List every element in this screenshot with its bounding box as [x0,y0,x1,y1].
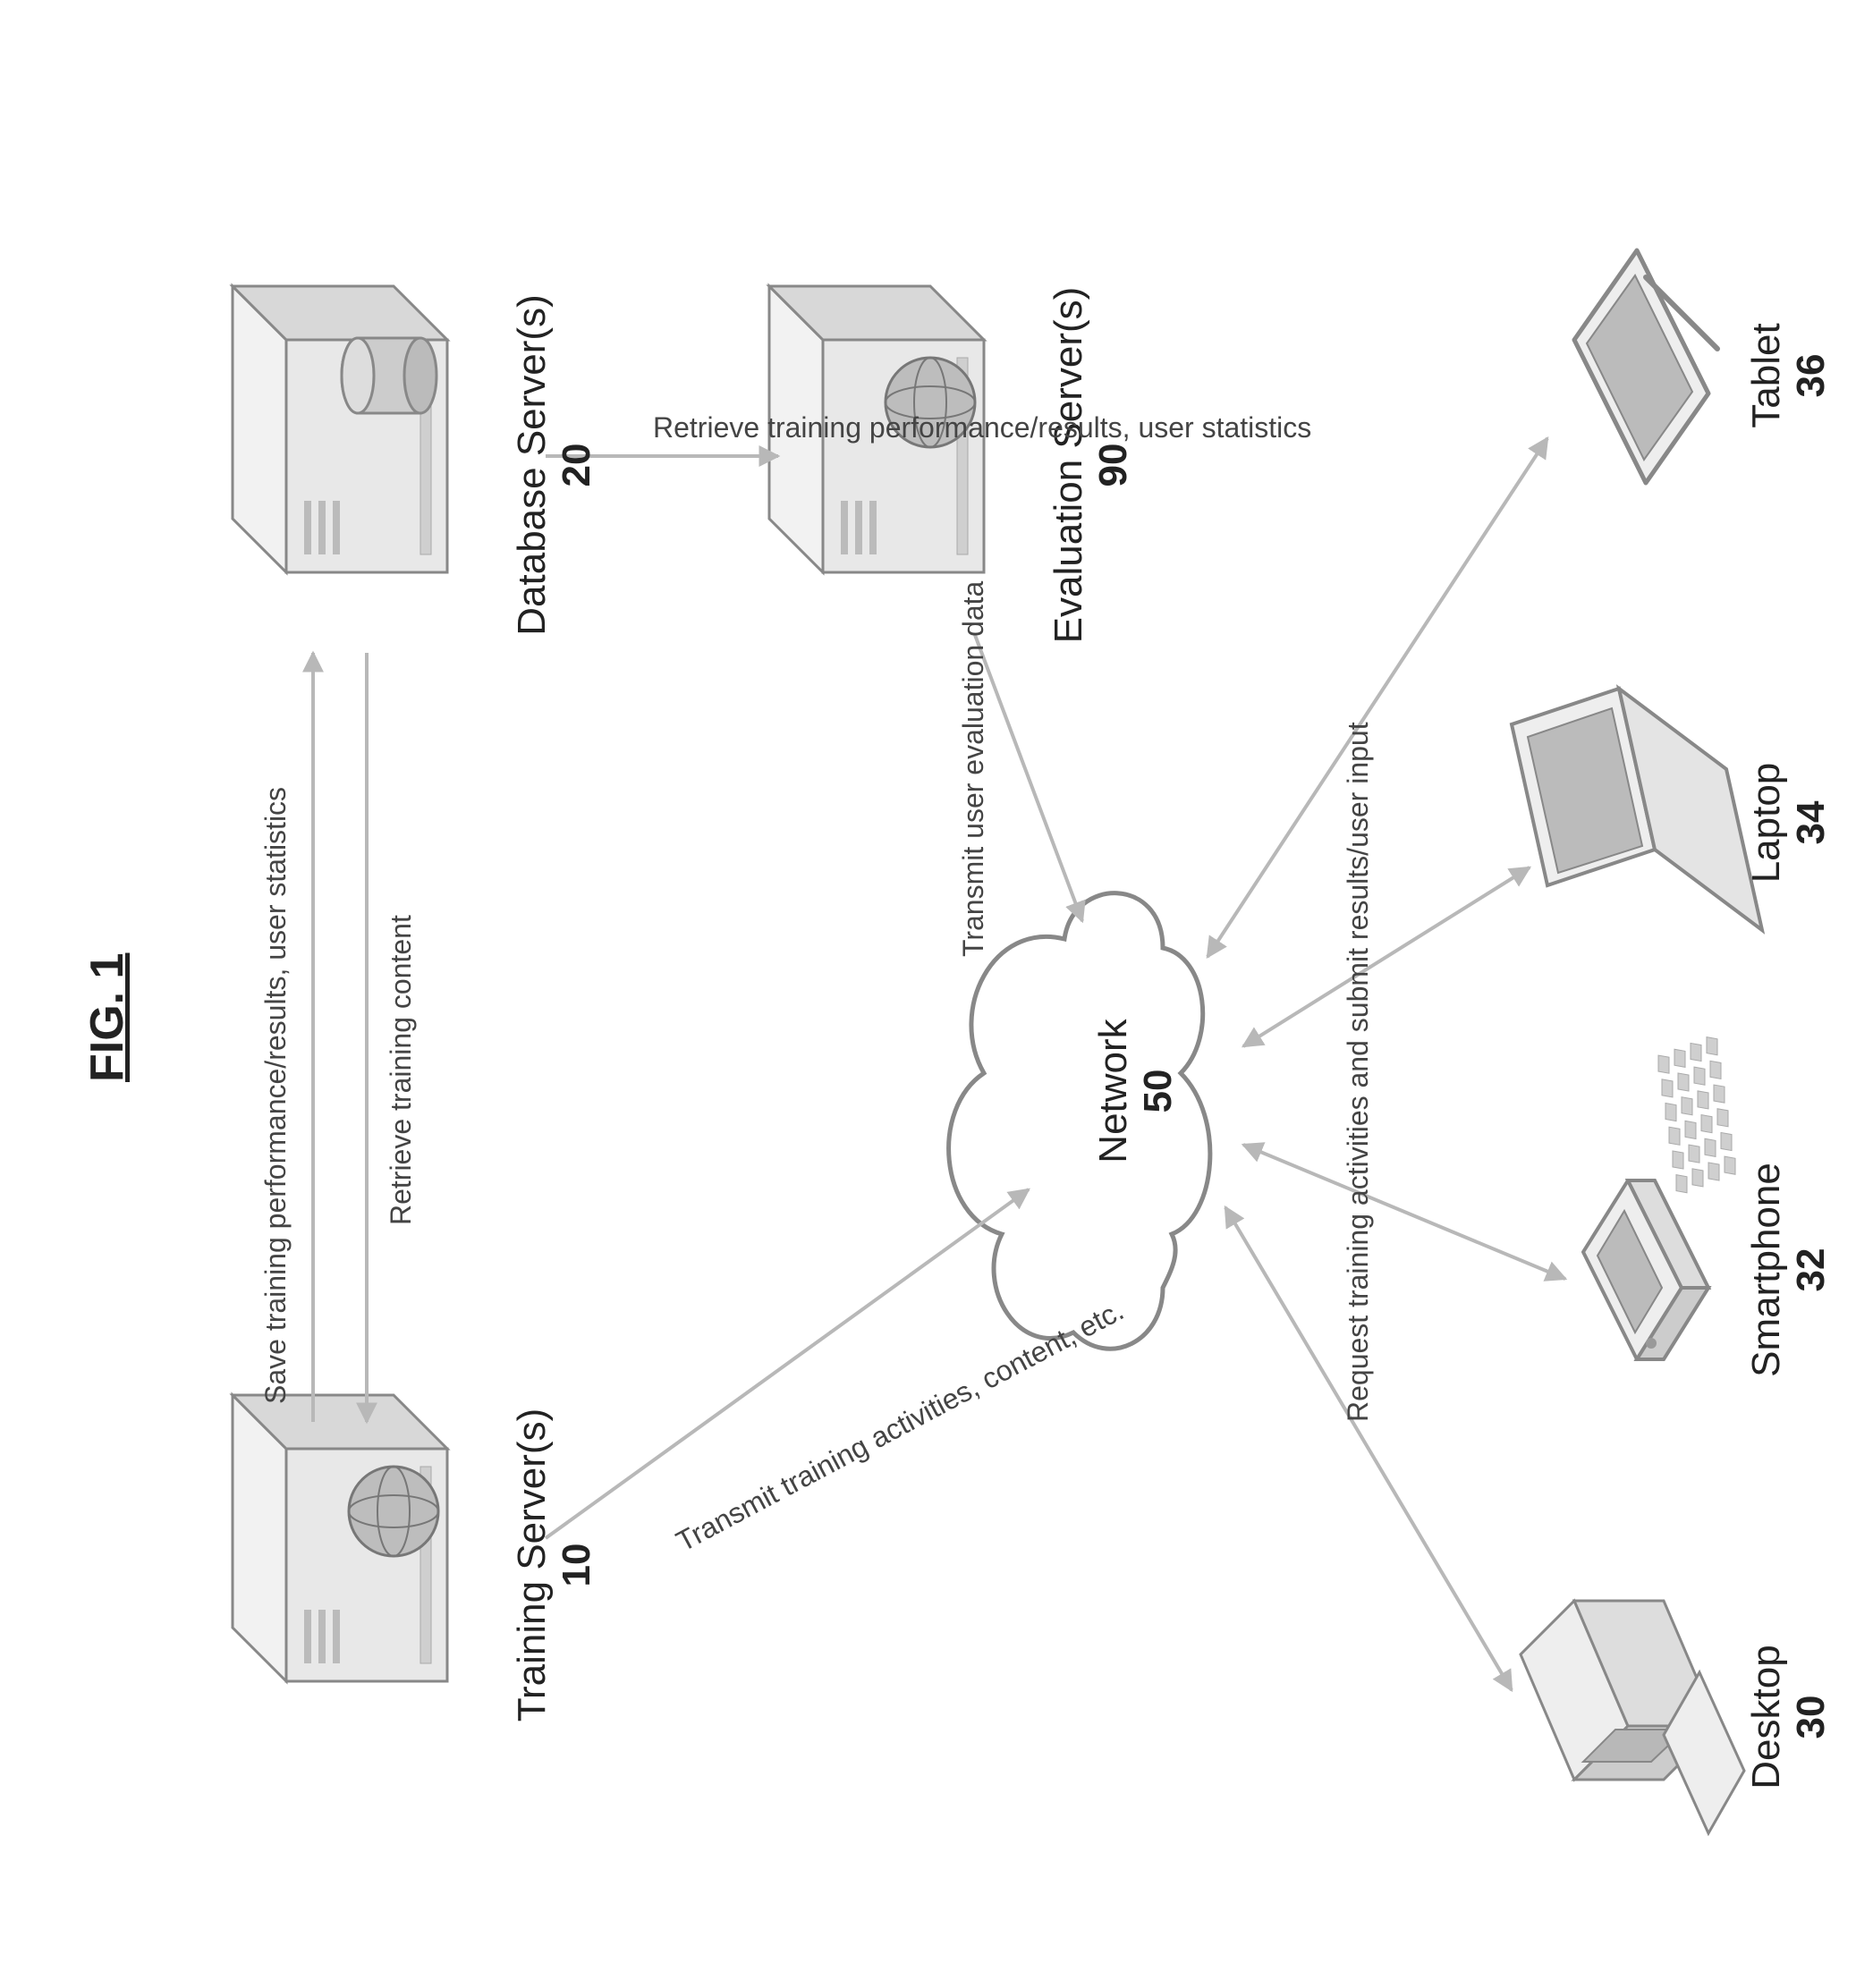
training-server-text: Training Server(s) [510,1409,554,1722]
network-text: Network [1091,1019,1135,1163]
edge-eval-to-net [975,635,1082,921]
smartphone-ref: 32 [1789,1248,1833,1292]
edge-laptop-net [1243,867,1530,1046]
tablet-ref: 36 [1789,354,1833,398]
laptop-text: Laptop [1744,763,1788,884]
database-server-label: Database Server(s) 20 [510,277,599,653]
evaluation-server-ref: 90 [1091,444,1135,487]
edge-devices-net: Request training activities and submit r… [1342,722,1375,1422]
edge-train-db-up: Save training performance/results, user … [259,787,292,1404]
smartphone-icon [1583,1180,1708,1359]
figure-title: FIG. 1 [81,953,134,1082]
network-ref: 50 [1136,1070,1180,1113]
training-server-icon [233,1395,447,1681]
desktop-ref: 30 [1789,1696,1833,1739]
svg-layer [45,45,1834,1923]
tablet-label: Tablet 36 [1744,259,1834,492]
diagram-canvas: FIG. 1 Training Server(s) 10 Database Se… [0,0,1873,1988]
evaluation-server-text: Evaluation Server(s) [1047,287,1090,644]
edge-db-eval: Retrieve training performance/results, u… [653,411,1311,444]
evaluation-server-label: Evaluation Server(s) 90 [1047,277,1136,653]
database-server-icon [233,286,447,572]
rotated-stage: FIG. 1 Training Server(s) 10 Database Se… [45,45,1834,1923]
laptop-ref: 34 [1789,801,1833,845]
edge-smartphone-net [1243,1145,1565,1279]
laptop-label: Laptop 34 [1744,706,1834,939]
network-label: Network 50 [1091,975,1181,1207]
edge-eval-net: Transmit user evaluation data [957,581,990,957]
desktop-text: Desktop [1744,1645,1788,1789]
edge-tablet-net [1208,438,1547,957]
tablet-icon [1574,250,1717,483]
database-server-ref: 20 [555,444,598,487]
training-server-label: Training Server(s) 10 [510,1386,599,1744]
smartphone-label: Smartphone 32 [1744,1136,1834,1404]
training-server-ref: 10 [555,1544,598,1587]
smartphone-text: Smartphone [1744,1163,1788,1377]
database-server-text: Database Server(s) [510,294,554,635]
tablet-text: Tablet [1744,323,1788,427]
desktop-icon [1521,1601,1744,1833]
laptop-icon [1512,689,1762,1193]
desktop-label: Desktop 30 [1744,1601,1834,1833]
edge-train-db-down: Retrieve training content [385,915,418,1225]
